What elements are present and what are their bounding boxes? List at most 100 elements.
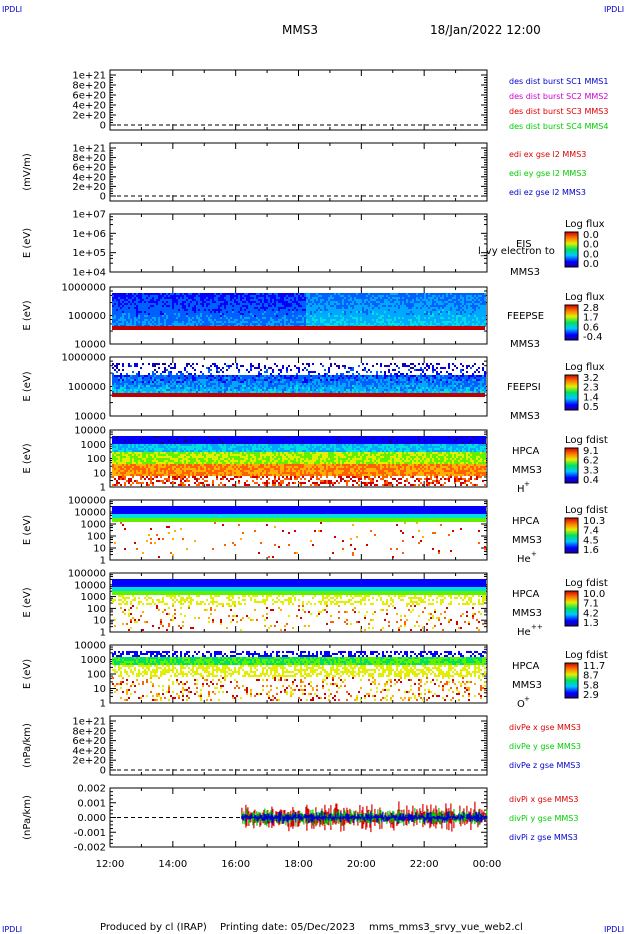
heatmap-cell [342,297,344,299]
heatmap-cell [314,297,316,299]
heatmap-cell [132,309,134,311]
heatmap-cell [170,373,172,375]
heatmap-cell [258,371,260,373]
heatmap-cell [232,379,234,381]
heatmap-cell [306,295,308,297]
heatmap-cell [426,311,428,313]
heatmap-cell [216,311,218,313]
heatmap-cell [326,313,328,315]
heatmap-cell [120,305,122,307]
heatmap-cell [348,295,350,297]
heatmap-cell [352,313,354,315]
heatmap-cell [324,375,326,377]
heatmap-cell [206,379,208,381]
heatmap-cell [230,379,232,381]
heatmap-cell [296,303,298,305]
heatmap-cell [414,303,416,305]
heatmap-cell [216,315,218,317]
heatmap-cell [274,363,276,365]
heatmap-cell [334,321,336,323]
heatmap-cell [218,295,220,297]
heatmap-cell [370,303,372,305]
heatmap-cell [380,311,382,313]
heatmap-cell [372,383,374,385]
heatmap-cell [138,311,140,313]
heatmap-cell [368,313,370,315]
heatmap-cell [216,317,218,319]
heatmap-cell [112,321,114,323]
heatmap-cell [464,315,466,317]
heatmap-cell [128,303,130,305]
heatmap-cell [332,377,334,379]
heatmap-cell [482,301,484,303]
heatmap-cell [316,389,318,391]
heatmap-cell [226,305,228,307]
heatmap-cell [382,301,384,303]
heatmap-cell [402,323,404,325]
heatmap-cell [330,311,332,313]
heatmap-cell [292,391,294,393]
heatmap-cell [354,321,356,323]
heatmap-cell [336,375,338,377]
heatmap-cell [114,381,116,383]
heatmap-cell [278,323,280,325]
heatmap-cell [172,389,174,391]
heatmap-cell [444,293,446,295]
heatmap-cell [452,297,454,299]
heatmap-cell [168,307,170,309]
heatmap-cell [204,317,206,319]
heatmap-cell [296,383,298,385]
heatmap-cell [226,293,228,295]
heatmap-cell [222,295,224,297]
heatmap-cell [116,377,118,379]
heatmap-cell [246,293,248,295]
heatmap-cell [330,375,332,377]
heatmap-cell [326,307,328,309]
heatmap-cell [154,313,156,315]
heatmap-cell [360,305,362,307]
heatmap-cell [270,311,272,313]
heatmap-cell [234,387,236,389]
heatmap-cell [188,381,190,383]
heatmap-cell [204,307,206,309]
heatmap-cell [426,321,428,323]
heatmap-cell [184,297,186,299]
heatmap-cell [356,317,358,319]
heatmap-cell [334,309,336,311]
heatmap-cell [116,379,118,381]
heatmap-cell [362,385,364,387]
heatmap-cell [132,391,134,393]
heatmap-cell [134,365,136,367]
heatmap-cell [388,319,390,321]
heatmap-cell [134,381,136,383]
heatmap-cell [292,311,294,313]
heatmap-cell [312,377,314,379]
heatmap-cell [422,319,424,321]
heatmap-cell [300,387,302,389]
heatmap-cell [244,295,246,297]
heatmap-cell [224,383,226,385]
heatmap-cell [426,307,428,309]
heatmap-cell [158,313,160,315]
heatmap-cell [476,301,478,303]
heatmap-cell [114,317,116,319]
heatmap-cell [318,373,320,375]
heatmap-cell [284,299,286,301]
heatmap-cell [436,317,438,319]
heatmap-cell [434,305,436,307]
heatmap-cell [298,321,300,323]
heatmap-cell [134,377,136,379]
heatmap-cell [224,381,226,383]
heatmap-cell [138,319,140,321]
heatmap-cell [304,321,306,323]
heatmap-cell [314,323,316,325]
heatmap-cell [376,383,378,385]
heatmap-cell [118,305,120,307]
heatmap-cell [266,297,268,299]
heatmap-cell [216,369,218,371]
heatmap-cell [438,307,440,309]
heatmap-cell [364,367,366,369]
heatmap-cell [254,315,256,317]
heatmap-cell [122,303,124,305]
heatmap-cell [448,295,450,297]
